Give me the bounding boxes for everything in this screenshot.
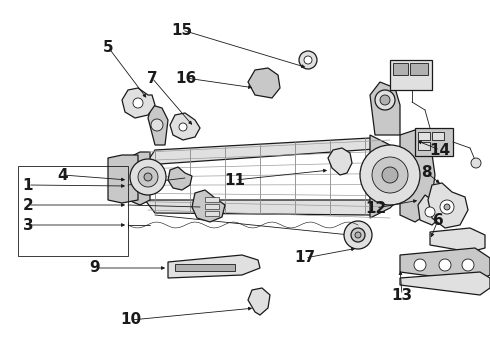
Circle shape — [360, 145, 420, 205]
Polygon shape — [248, 68, 280, 98]
Text: 9: 9 — [90, 261, 100, 275]
Circle shape — [372, 157, 408, 193]
Circle shape — [462, 259, 474, 271]
Bar — [205, 197, 219, 202]
Circle shape — [444, 204, 450, 210]
Circle shape — [380, 95, 390, 105]
Circle shape — [425, 207, 435, 217]
Bar — [432, 132, 444, 140]
Text: 16: 16 — [175, 71, 196, 86]
Circle shape — [304, 56, 312, 64]
Polygon shape — [418, 195, 440, 225]
Polygon shape — [128, 152, 150, 205]
Text: 6: 6 — [433, 212, 443, 228]
Text: 11: 11 — [224, 172, 245, 188]
Polygon shape — [400, 130, 435, 222]
Bar — [175, 264, 235, 271]
Polygon shape — [430, 228, 485, 252]
Bar — [393, 63, 408, 75]
Circle shape — [299, 51, 317, 69]
Circle shape — [382, 167, 398, 183]
Polygon shape — [370, 82, 400, 135]
Text: 1: 1 — [23, 177, 33, 193]
Circle shape — [351, 228, 365, 242]
Text: 10: 10 — [121, 312, 142, 328]
Text: 7: 7 — [147, 71, 157, 86]
Polygon shape — [145, 200, 390, 215]
Bar — [205, 204, 219, 209]
Text: 4: 4 — [58, 167, 68, 183]
Text: 14: 14 — [429, 143, 451, 158]
Circle shape — [440, 200, 454, 214]
Bar — [415, 128, 453, 156]
Text: 17: 17 — [294, 251, 316, 266]
Polygon shape — [248, 288, 270, 315]
Polygon shape — [328, 148, 352, 175]
Polygon shape — [400, 272, 490, 295]
Circle shape — [375, 90, 395, 110]
Circle shape — [144, 173, 152, 181]
Bar — [418, 142, 430, 150]
Text: 13: 13 — [392, 288, 413, 302]
Circle shape — [130, 159, 166, 195]
Polygon shape — [168, 255, 260, 278]
Polygon shape — [170, 113, 200, 140]
Text: 12: 12 — [366, 201, 387, 216]
Text: 15: 15 — [172, 23, 193, 37]
Polygon shape — [168, 167, 192, 190]
Circle shape — [179, 123, 187, 131]
Text: 8: 8 — [421, 165, 431, 180]
Circle shape — [133, 98, 143, 108]
Circle shape — [151, 119, 163, 131]
Polygon shape — [145, 138, 390, 165]
Circle shape — [414, 259, 426, 271]
Circle shape — [355, 232, 361, 238]
Polygon shape — [108, 155, 138, 203]
Polygon shape — [122, 88, 155, 118]
Circle shape — [344, 221, 372, 249]
Polygon shape — [370, 135, 400, 218]
Circle shape — [471, 158, 481, 168]
Bar — [390, 60, 432, 90]
Polygon shape — [428, 183, 468, 228]
Bar — [410, 63, 428, 75]
Bar — [205, 211, 219, 216]
Bar — [18, 166, 128, 256]
Polygon shape — [192, 190, 225, 222]
Polygon shape — [400, 248, 490, 282]
Circle shape — [138, 167, 158, 187]
Text: 5: 5 — [103, 40, 113, 54]
Bar — [418, 132, 430, 140]
Circle shape — [439, 259, 451, 271]
Polygon shape — [148, 105, 168, 145]
Text: 2: 2 — [23, 198, 33, 212]
Text: 3: 3 — [23, 217, 33, 233]
